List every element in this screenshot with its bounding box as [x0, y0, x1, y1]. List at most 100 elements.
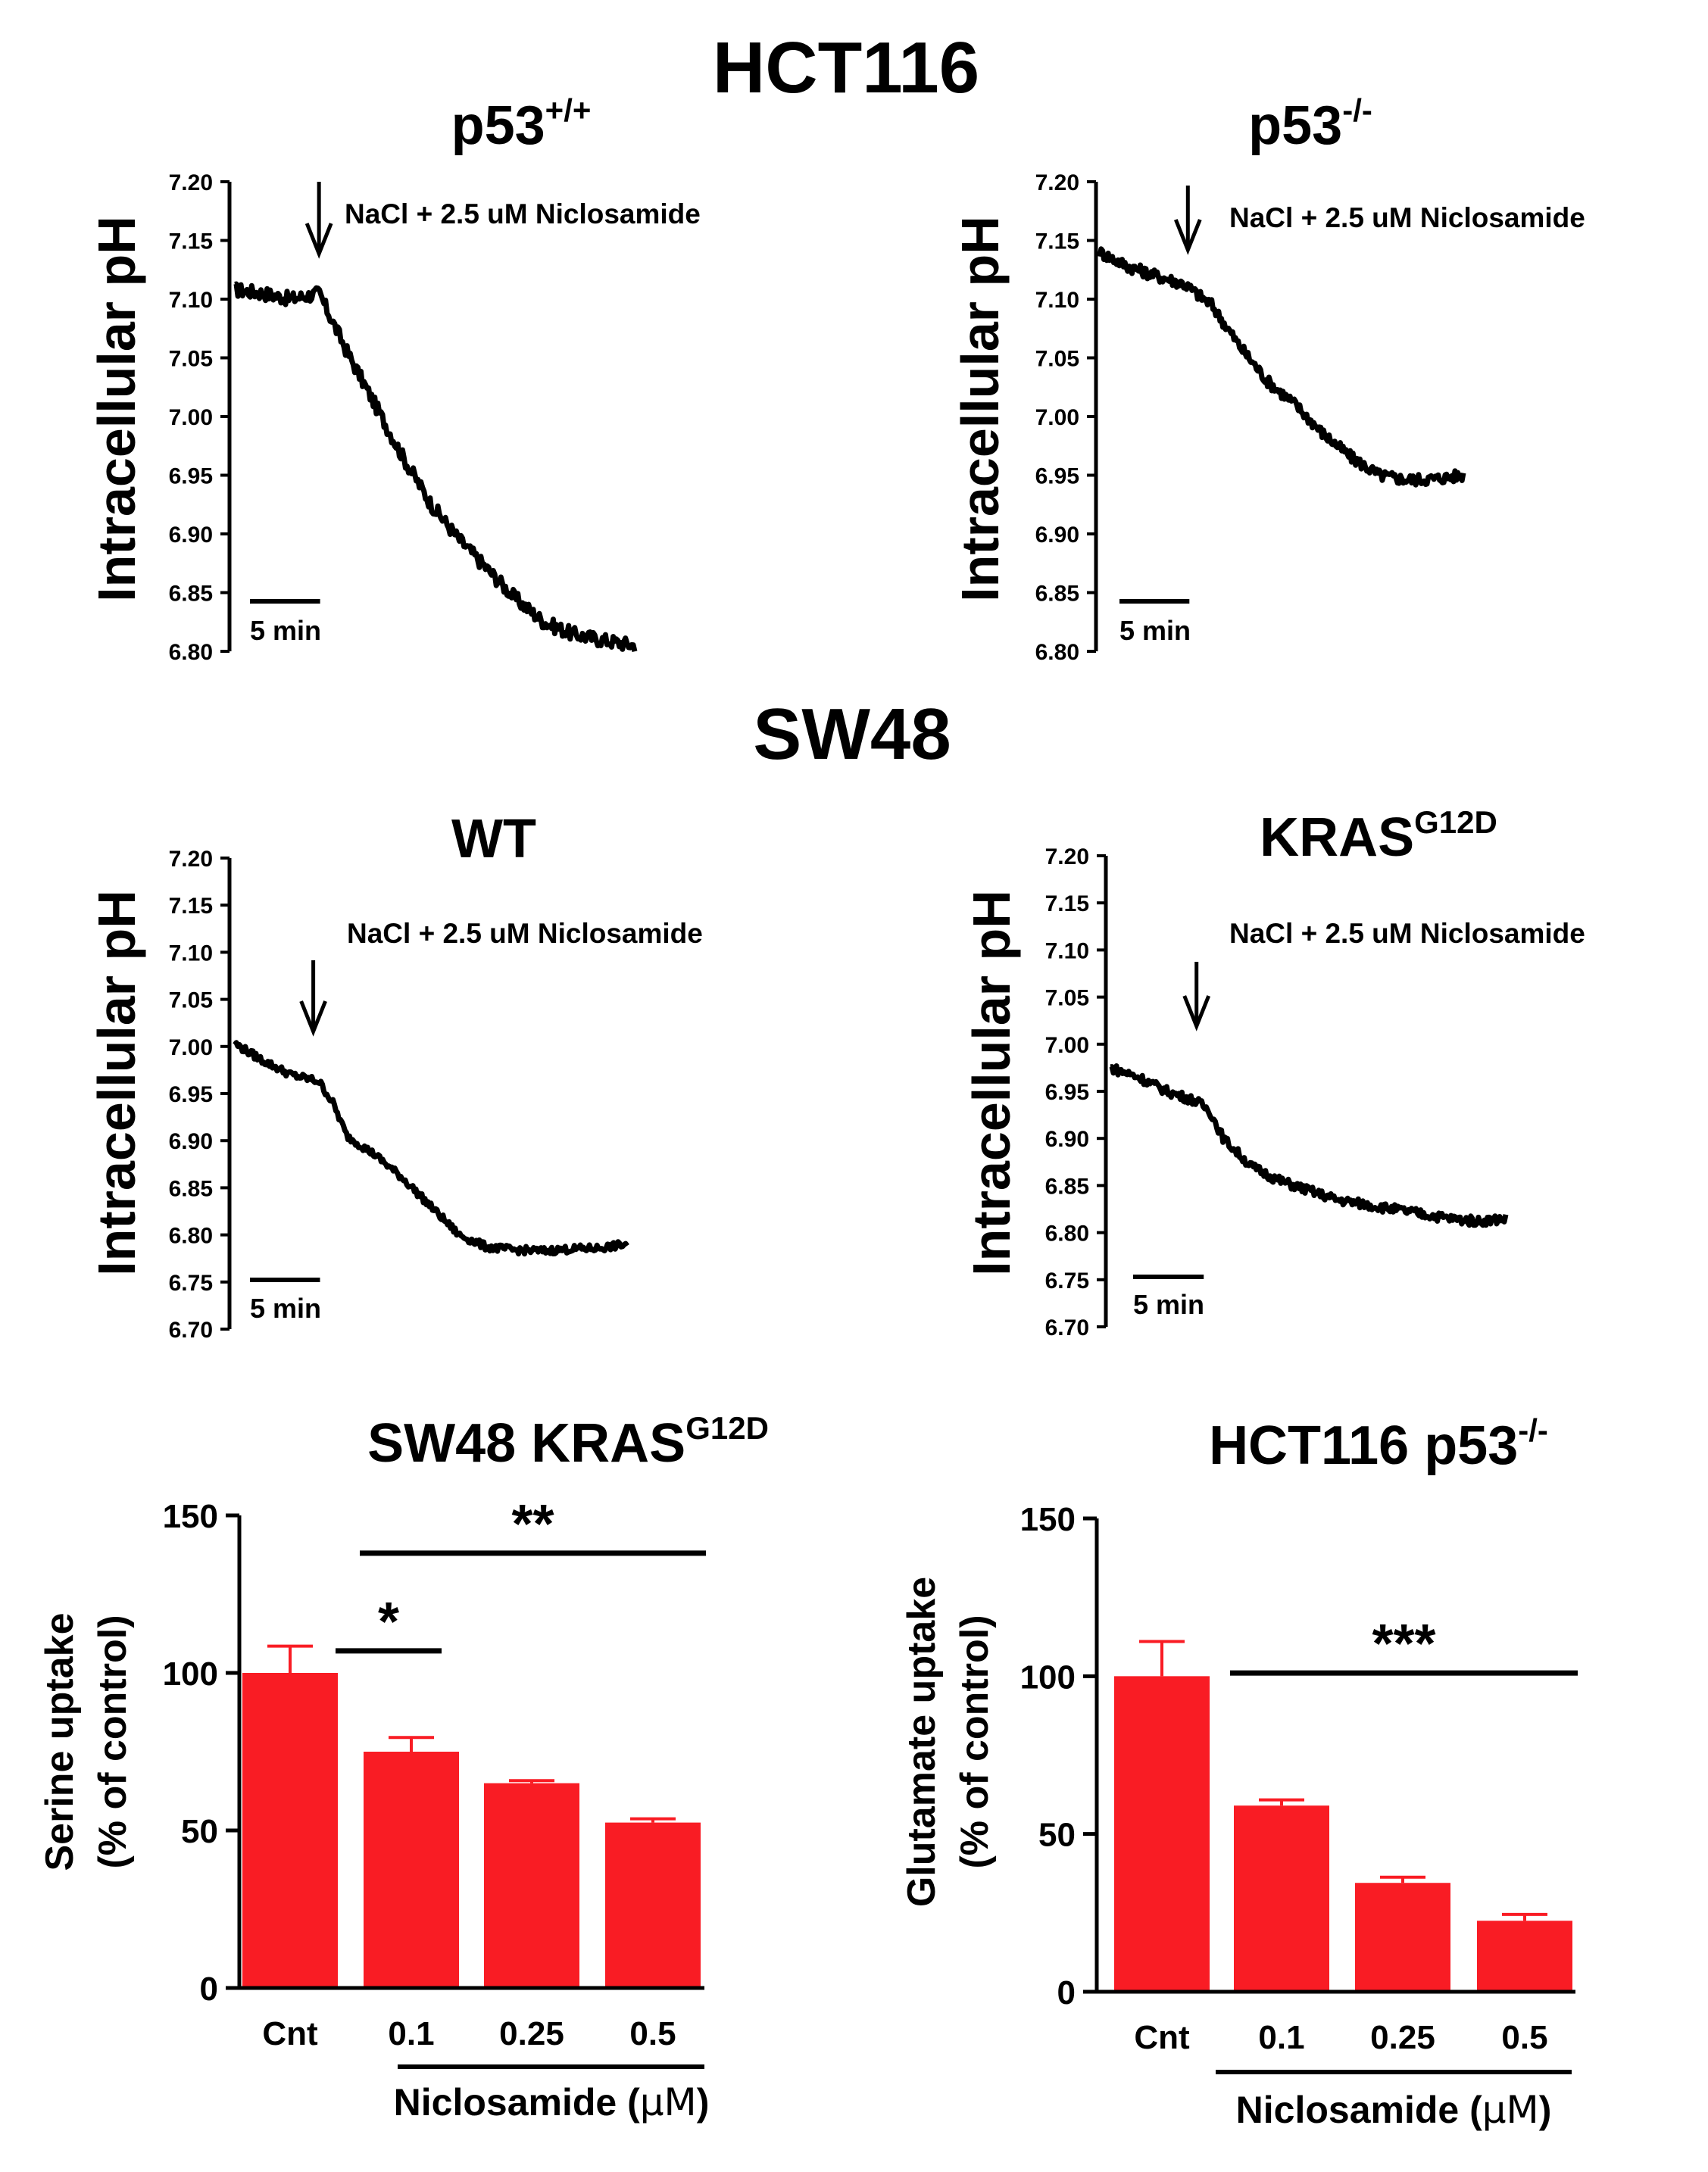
y-tick-label: 6.80	[1035, 640, 1079, 665]
ph-trace	[1097, 246, 1466, 488]
y-axis-label-line1: Glutamate uptake	[900, 1577, 944, 1907]
x-axis-label: Niclosamide (μM)	[394, 2080, 710, 2124]
section-title-sw48: SW48	[753, 694, 951, 775]
y-axis-label-line1: Serine uptake	[38, 1612, 82, 1871]
x-tick-label: 0.1	[1258, 2019, 1304, 2056]
bar-chart-title-main: HCT116 p53	[1209, 1415, 1518, 1476]
panel-title: p53-/-	[1248, 92, 1372, 156]
section-title-hct116: HCT116	[713, 27, 979, 108]
x-tick-label: 0.25	[499, 2015, 564, 2052]
y-ticks: 7.20 7.15 7.10 7.05 7.00 6.95 6.90 6.85 6.80	[1035, 170, 1096, 665]
ph-panel-hct-p53wt: p53+/+ Intracellular pH 7.20 7.15 7.10 7.05…	[87, 92, 701, 665]
panel-title-sup: -/-	[1342, 92, 1372, 128]
x-axis-label-main: Niclosamide (	[394, 2081, 640, 2124]
panel-title: p53+/+	[451, 92, 592, 156]
x-tick-label: 0.5	[1501, 2019, 1547, 2056]
y-tick-label: 6.85	[169, 582, 213, 607]
y-tick-label: 6.90	[1035, 523, 1079, 548]
significance-markers: ***	[1230, 1614, 1578, 1676]
treatment-arrow	[1182, 962, 1211, 1031]
y-tick-label: 6.75	[1045, 1269, 1089, 1294]
y-tick-label: 6.90	[169, 523, 213, 548]
y-tick-label: 7.20	[169, 170, 213, 195]
y-tick-label: 6.90	[169, 1129, 213, 1154]
y-tick-label: 7.20	[1045, 844, 1089, 869]
treatment-label: NaCl + 2.5 uM Niclosamide	[1229, 918, 1585, 949]
y-tick-label: 7.00	[1045, 1033, 1089, 1058]
y-tick-label: 7.15	[169, 894, 213, 919]
y-axis-label: Intracellular pH	[87, 890, 146, 1276]
significance-stars: *	[378, 1592, 399, 1652]
panel-title-main: p53	[1248, 95, 1342, 156]
bar-chart-title: HCT116 p53-/-	[1209, 1412, 1548, 1476]
y-tick-label: 7.05	[1035, 347, 1079, 372]
ph-panel-hct-p53ko: p53-/- Intracellular pH 7.20 7.15 7.10 7.05…	[951, 92, 1585, 665]
treatment-arrow	[299, 960, 327, 1037]
treatment-label: NaCl + 2.5 uM Niclosamide	[345, 198, 701, 229]
y-ticks: 7.20 7.15 7.10 7.05 7.00 6.95 6.90 6.85 6.80 6.75…	[1045, 844, 1106, 1340]
y-tick-label: 6.95	[1035, 464, 1079, 489]
x-axis-label-unit: μM	[640, 2080, 697, 2124]
y-tick-label: 6.70	[1045, 1315, 1089, 1340]
axes: 0 50 100 150	[163, 1498, 704, 2008]
scale-bar: 5 min	[1119, 599, 1191, 646]
bar	[1114, 1676, 1210, 1992]
ph-trace	[233, 1040, 629, 1257]
y-tick-label: 7.20	[1035, 170, 1079, 195]
y-tick-label: 6.85	[1045, 1174, 1089, 1199]
y-ticks: 7.20 7.15 7.10 7.05 7.00 6.95 6.90 6.85 6.80	[169, 170, 230, 665]
panel-title: KRASG12D	[1260, 804, 1497, 868]
bar	[242, 1673, 338, 1988]
scale-bar: 5 min	[250, 599, 321, 646]
y-tick-label: 6.75	[169, 1271, 213, 1296]
panel-title-main: WT	[451, 809, 536, 869]
y-tick-label: 7.05	[169, 988, 213, 1013]
y-tick-label: 6.70	[169, 1318, 213, 1343]
bar-chart-title: SW48 KRASG12D	[367, 1410, 769, 1474]
y-tick-label: 7.10	[169, 941, 213, 966]
y-axis-label: Intracellular pH	[951, 216, 1010, 602]
y-tick-label: 7.15	[169, 229, 213, 254]
bar	[605, 1822, 701, 1988]
bar-chart-serine: SW48 KRASG12D Serine uptake (% of contro…	[38, 1410, 769, 2124]
treatment-label: NaCl + 2.5 uM Niclosamide	[1229, 202, 1585, 233]
y-tick-label: 7.10	[1035, 288, 1079, 313]
x-axis-label: Niclosamide (μM)	[1236, 2088, 1552, 2132]
bar-chart-title-main: SW48 KRAS	[367, 1413, 685, 1474]
y-tick-label: 100	[1020, 1659, 1076, 1696]
y-tick-label: 6.85	[169, 1176, 213, 1201]
x-tick-label: Cnt	[1134, 2019, 1190, 2056]
x-tick-label: 0.1	[388, 2015, 434, 2052]
treatment-arrow	[1173, 186, 1202, 255]
scale-bar: 5 min	[250, 1278, 321, 1324]
scale-bar-label: 5 min	[1119, 615, 1191, 646]
y-tick-label: 0	[200, 1971, 218, 2008]
treatment-label: NaCl + 2.5 uM Niclosamide	[347, 918, 703, 949]
y-tick-label: 6.95	[1045, 1080, 1089, 1105]
y-tick-label: 6.80	[169, 640, 213, 665]
significance-markers: ***	[336, 1494, 706, 1654]
arrow-head	[299, 1000, 327, 1037]
y-tick-label: 0	[1057, 1974, 1076, 2011]
y-tick-label: 7.05	[1045, 986, 1089, 1011]
bar	[484, 1783, 579, 1988]
y-tick-label: 150	[1020, 1501, 1076, 1538]
axes: 0 50 100 150	[1020, 1501, 1575, 2011]
ph-trace	[1109, 1063, 1509, 1228]
bars: Cnt 0.1 0.25 0.5	[242, 1644, 701, 2052]
significance-stars: ***	[1372, 1614, 1435, 1674]
scale-bar-label: 5 min	[1133, 1289, 1204, 1320]
significance-stars: **	[511, 1494, 554, 1555]
arrow-head	[304, 223, 333, 259]
scale-bar-label: 5 min	[250, 1293, 321, 1324]
bar	[364, 1752, 459, 1988]
panel-title-sup: G12D	[1414, 804, 1497, 840]
y-tick-label: 150	[163, 1498, 218, 1535]
bar-chart-title-sup: -/-	[1518, 1412, 1548, 1448]
x-tick-label: Cnt	[262, 2015, 318, 2052]
bar	[1355, 1883, 1450, 1992]
bars: Cnt 0.1 0.25 0.5	[1114, 1640, 1572, 2056]
y-tick-label: 50	[1038, 1817, 1076, 1854]
y-tick-label: 7.15	[1035, 229, 1079, 254]
bar	[1477, 1921, 1572, 1992]
